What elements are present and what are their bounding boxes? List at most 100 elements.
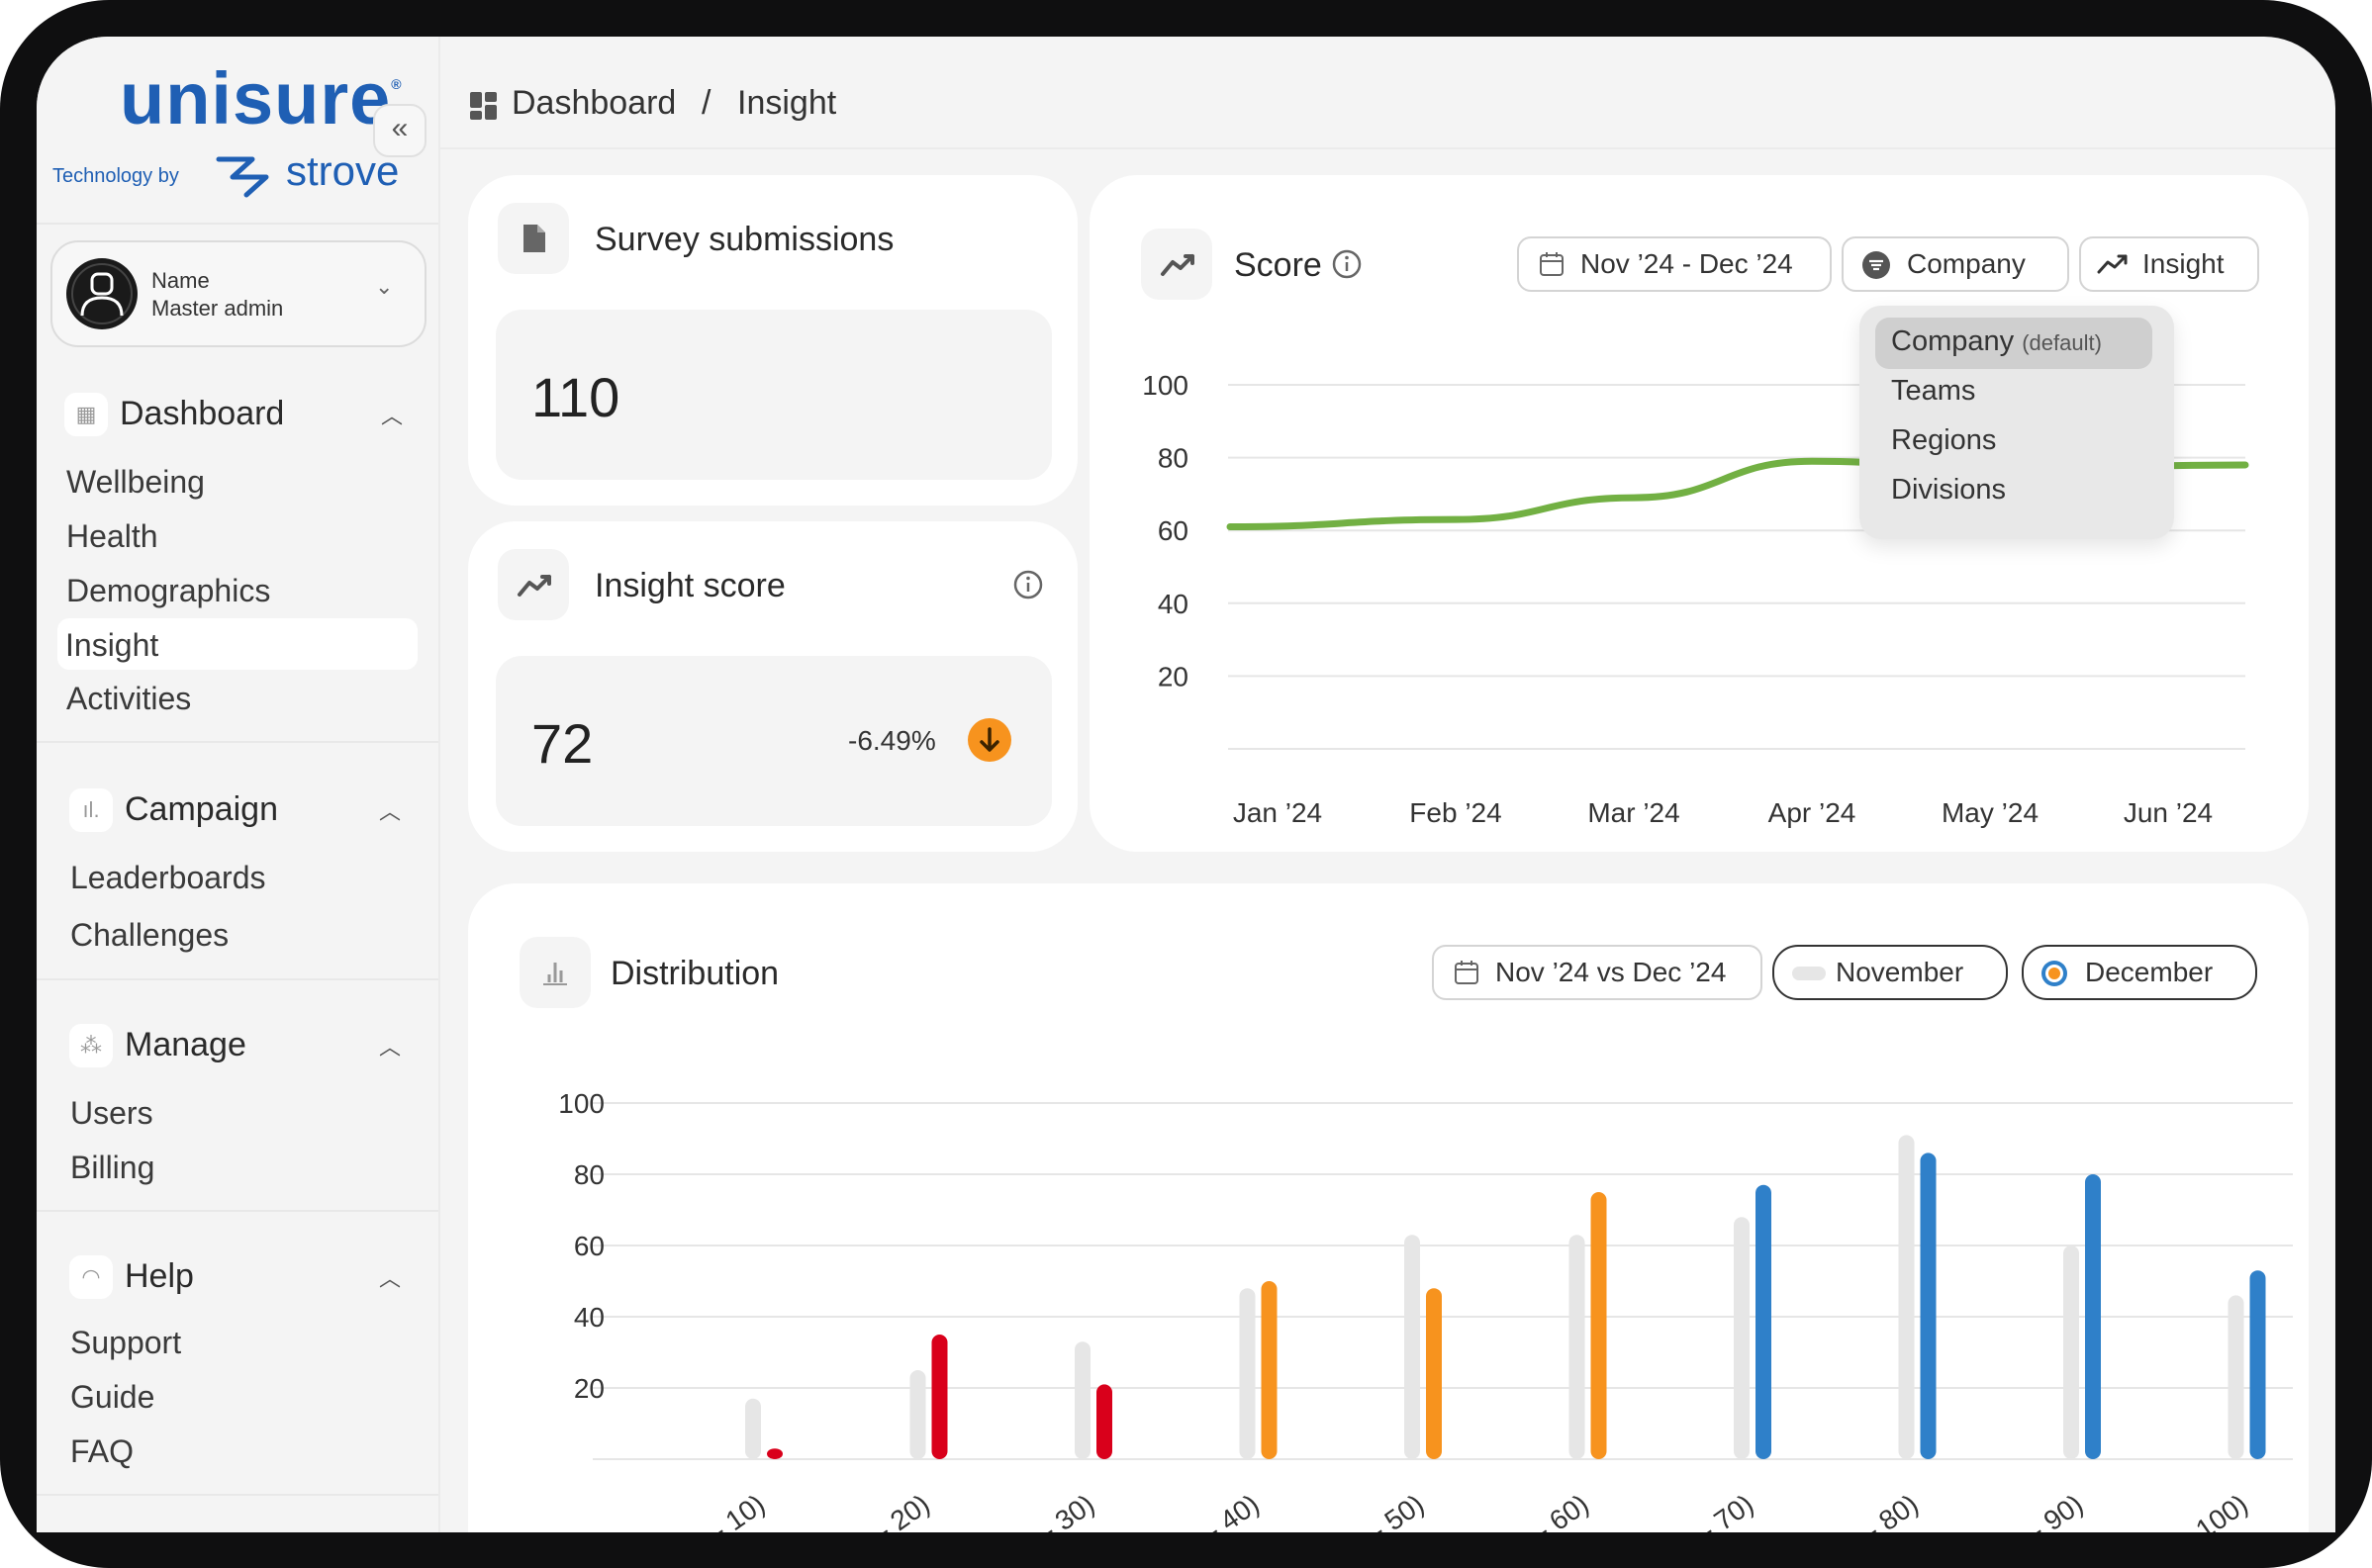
nav-item-insight[interactable]: Insight	[65, 627, 159, 663]
nav-group-campaign[interactable]: ıl. Campaign ︿	[69, 783, 426, 838]
trend-up-icon	[2097, 254, 2128, 274]
y-tick-label: 40	[574, 1302, 605, 1333]
bar-december	[2085, 1174, 2101, 1459]
nav-item-faq[interactable]: FAQ	[70, 1433, 135, 1469]
nav-item-challenges[interactable]: Challenges	[70, 917, 230, 953]
y-tick-label: 60	[1158, 515, 1188, 546]
x-tick-label: Mar ’24	[1587, 797, 1679, 828]
distribution-card: Distribution Nov ’24 vs Dec ’24 November…	[468, 883, 2309, 1532]
distribution-comparison-button[interactable]: Nov ’24 vs Dec ’24	[1432, 945, 1762, 1000]
bar-november	[1568, 1235, 1585, 1459]
filter-icon	[1862, 251, 1890, 279]
x-tick-label: [70 - 80)	[1822, 1489, 1924, 1532]
x-tick-label: Feb ’24	[1409, 797, 1501, 828]
x-tick-label: [90 - 100)	[2138, 1489, 2253, 1532]
dashboard-grid-icon	[470, 92, 497, 120]
x-tick-label: Jun ’24	[2124, 797, 2213, 828]
nav-item-billing[interactable]: Billing	[70, 1150, 155, 1185]
y-tick-label: 60	[574, 1231, 605, 1261]
app-screen: unisure® « Technology by strove Name Mas…	[37, 37, 2335, 1532]
avatar	[66, 258, 138, 329]
insight-score-value: 72	[531, 712, 594, 775]
nav-item-support[interactable]: Support	[70, 1325, 182, 1360]
info-icon[interactable]	[1012, 569, 1044, 600]
x-tick-label: Apr ’24	[1768, 797, 1856, 828]
y-tick-label: 100	[1142, 370, 1188, 401]
chevron-up-icon: ︿	[379, 1035, 402, 1060]
document-icon	[523, 225, 545, 252]
bar-chart-icon: ıl.	[69, 788, 113, 832]
nav-group-help[interactable]: ◠ Help ︿	[69, 1249, 426, 1305]
user-name: Name	[151, 268, 210, 293]
bar-november	[1239, 1288, 1256, 1459]
nav-item-leaderboards[interactable]: Leaderboards	[70, 860, 266, 895]
dropdown-option-divisions[interactable]: Divisions	[1891, 474, 2007, 506]
divider	[37, 1210, 438, 1212]
nav-item-activities[interactable]: Activities	[66, 681, 192, 716]
score-group-by-button[interactable]: Company	[1842, 236, 2069, 292]
survey-submissions-title: Survey submissions	[595, 221, 895, 258]
icon-box	[520, 937, 591, 1008]
nav-item-guide[interactable]: Guide	[70, 1379, 155, 1415]
icon-box	[498, 549, 569, 620]
trend-up-icon	[1161, 254, 1194, 276]
bar-november	[1075, 1341, 1091, 1459]
x-tick-label: May ’24	[1942, 797, 2039, 828]
collapse-sidebar-button[interactable]: «	[373, 104, 427, 157]
divider	[37, 1494, 438, 1496]
y-tick-label: 80	[1158, 443, 1188, 474]
double-chevron-left-icon: «	[391, 112, 409, 144]
legend-november-toggle[interactable]: November	[1772, 945, 2008, 1000]
nav-group-dashboard[interactable]: ▦ Dashboard ︿	[64, 387, 421, 442]
calendar-icon	[1455, 961, 1478, 984]
y-tick-label: 100	[558, 1088, 605, 1119]
user-avatar-icon	[71, 263, 133, 324]
target-icon	[2041, 961, 2067, 986]
nav-item-users[interactable]: Users	[70, 1095, 153, 1131]
icon-box	[1141, 229, 1212, 300]
x-tick-label: [80 - 90)	[1986, 1489, 2088, 1532]
insight-score-change: -6.49%	[848, 725, 936, 756]
nav-item-health[interactable]: Health	[66, 518, 158, 554]
score-metric-button[interactable]: Insight	[2079, 236, 2259, 292]
legend-december-toggle[interactable]: December	[2022, 945, 2257, 1000]
chevron-down-icon: ⌄	[375, 274, 394, 299]
bar-december	[931, 1335, 948, 1459]
strove-logo-text: strove	[286, 147, 400, 194]
divider	[37, 223, 438, 225]
score-date-range-button[interactable]: Nov ’24 - Dec ’24	[1517, 236, 1832, 292]
y-tick-label: 40	[1158, 589, 1188, 619]
bar-november	[745, 1398, 761, 1459]
chevron-up-icon: ︿	[381, 404, 404, 428]
nav-item-demographics[interactable]: Demographics	[66, 573, 271, 608]
dropdown-option-teams[interactable]: Teams	[1891, 375, 1976, 407]
sidebar: unisure® « Technology by strove Name Mas…	[37, 37, 440, 1532]
dropdown-option-company[interactable]	[1875, 318, 2152, 369]
y-tick-label: 80	[574, 1159, 605, 1190]
divider	[37, 741, 438, 743]
survey-submissions-card: Survey submissions 110	[468, 175, 1078, 506]
breadcrumb-dashboard[interactable]: Dashboard	[512, 84, 677, 122]
x-tick-label: [20 - 30)	[997, 1489, 1099, 1532]
users-icon: ⁂	[69, 1024, 113, 1067]
score-title: Score	[1234, 246, 1322, 284]
bar-november	[909, 1370, 926, 1459]
info-icon[interactable]	[1331, 248, 1363, 280]
x-tick-label: [0 - 10)	[681, 1489, 770, 1532]
dropdown-option-regions[interactable]: Regions	[1891, 424, 1997, 456]
user-profile-menu[interactable]: Name Master admin ⌄	[50, 240, 427, 347]
nav-active-highlight	[57, 618, 418, 670]
nav-item-wellbeing[interactable]: Wellbeing	[66, 464, 205, 500]
bar-december	[1590, 1192, 1607, 1459]
bar-november	[2063, 1245, 2079, 1459]
arrow-down-icon	[968, 718, 1011, 762]
breadcrumb: Dashboard / Insight	[440, 37, 2335, 149]
group-by-dropdown: Company (default) Teams Regions Division…	[1859, 306, 2174, 539]
bar-december	[1920, 1153, 1937, 1459]
insight-score-card: Insight score 72 -6.49%	[468, 521, 1078, 852]
breadcrumb-separator: /	[702, 84, 712, 122]
grid-icon: ▦	[64, 393, 108, 436]
calendar-icon	[1540, 252, 1564, 276]
bar-november	[1404, 1235, 1420, 1459]
nav-group-manage[interactable]: ⁂ Manage ︿	[69, 1018, 426, 1073]
